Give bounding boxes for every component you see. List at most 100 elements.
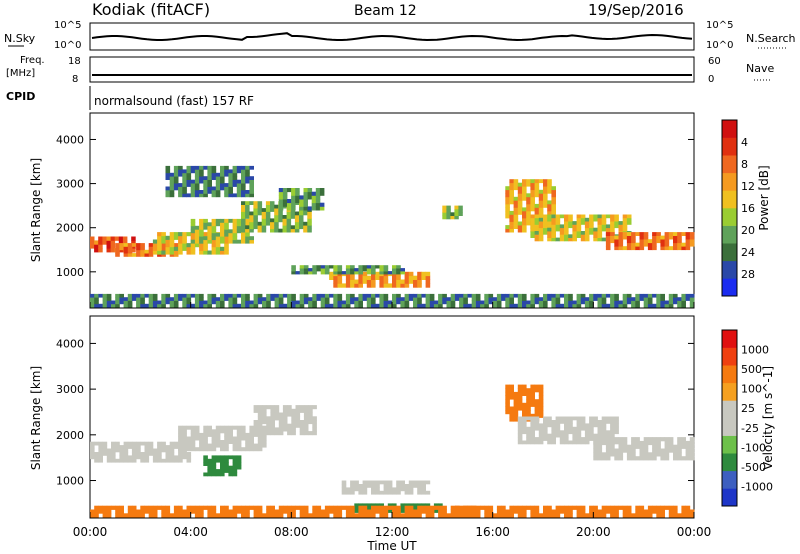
- echo-cell: [643, 440, 649, 446]
- echo-cell: [194, 169, 200, 174]
- echo-cell: [379, 505, 384, 510]
- echo-cell: [505, 193, 510, 198]
- y-tick-label: 4000: [56, 337, 84, 350]
- echo-cell: [182, 243, 187, 248]
- echo-cell: [90, 293, 95, 298]
- echo-cell: [190, 303, 196, 308]
- echo-cell: [211, 218, 217, 223]
- echo-cell: [610, 232, 615, 236]
- echo-cell: [601, 217, 607, 222]
- echo-cell: [161, 448, 166, 453]
- echo-cell: [387, 490, 393, 495]
- echo-cell: [266, 427, 271, 432]
- echo-cell: [203, 250, 208, 255]
- echo-cell: [559, 214, 565, 219]
- echo-cell: [261, 208, 267, 212]
- echo-cell: [610, 303, 615, 308]
- echo-cell: [299, 211, 304, 216]
- echo-cell: [106, 458, 112, 463]
- echo-cell: [295, 423, 301, 428]
- echo-cell: [652, 505, 657, 510]
- echo-cell: [261, 218, 267, 223]
- echo-cell: [517, 437, 523, 441]
- echo-cell: [517, 384, 523, 389]
- echo-cell: [241, 201, 246, 205]
- echo-cell: [526, 388, 531, 393]
- echo-cell: [224, 193, 229, 198]
- echo-cell: [186, 297, 192, 301]
- echo-cell: [564, 420, 569, 424]
- echo-cell: [228, 190, 233, 194]
- echo-cell: [538, 300, 544, 305]
- echo-cell: [232, 169, 238, 174]
- echo-cell: [538, 423, 544, 428]
- echo-cell: [161, 297, 166, 301]
- echo-cell: [262, 408, 267, 413]
- echo-cell: [215, 232, 221, 237]
- echo-cell: [186, 509, 192, 514]
- echo-cell: [505, 186, 510, 191]
- echo-cell: [576, 505, 582, 510]
- echo-cell: [224, 190, 229, 194]
- echo-cell: [261, 211, 267, 216]
- echo-cell: [152, 458, 158, 463]
- echo-cell: [290, 225, 296, 230]
- colorbar-frame: [721, 329, 738, 507]
- echo-cell: [207, 509, 212, 514]
- echo-cell: [354, 268, 359, 272]
- echo-cell: [362, 509, 368, 514]
- echo-cell: [614, 242, 619, 247]
- echo-cell: [173, 253, 179, 257]
- echo-cell: [417, 509, 422, 514]
- echo-cell: [614, 456, 619, 461]
- echo-cell: [614, 235, 619, 240]
- echo-cell: [538, 297, 544, 301]
- echo-cell: [140, 246, 145, 251]
- echo-cell: [668, 509, 674, 514]
- echo-cell: [366, 293, 372, 298]
- echo-cell: [118, 248, 124, 253]
- echo-cell: [106, 236, 111, 241]
- echo-cell: [257, 208, 263, 212]
- echo-cell: [320, 297, 326, 301]
- echo-cell: [211, 462, 217, 466]
- echo-cell: [547, 203, 552, 208]
- echo-cell: [274, 408, 280, 413]
- echo-cell: [593, 433, 598, 438]
- echo-cell: [639, 456, 645, 461]
- echo-cell: [639, 293, 645, 298]
- echo-cell: [220, 447, 225, 452]
- echo-cell: [299, 293, 305, 298]
- echo-cell: [668, 293, 674, 298]
- echo-cell: [442, 297, 447, 301]
- echo-cell: [589, 231, 594, 235]
- echo-cell: [228, 440, 233, 444]
- echo-cell: [559, 433, 565, 438]
- echo-cell: [178, 509, 183, 514]
- echo-cell: [673, 246, 678, 251]
- echo-cell: [173, 179, 179, 184]
- echo-cell: [140, 303, 145, 308]
- echo-cell: [312, 297, 317, 301]
- echo-cell: [303, 191, 308, 196]
- echo-cell: [530, 300, 535, 305]
- echo-cell: [379, 283, 384, 288]
- echo-cell: [194, 229, 200, 234]
- echo-cell: [199, 222, 204, 227]
- echo-cell: [501, 505, 506, 510]
- echo-cell: [375, 509, 380, 514]
- echo-cell: [425, 297, 431, 301]
- echo-cell: [291, 513, 296, 518]
- echo-cell: [543, 433, 548, 438]
- echo-cell: [157, 445, 162, 449]
- echo-cell: [454, 513, 460, 518]
- echo-cell: [350, 509, 355, 514]
- echo-cell: [286, 211, 292, 216]
- echo-cell: [530, 413, 535, 418]
- velocity-colorbar-label: Velocity [m s^-1]: [761, 366, 775, 470]
- echo-cell: [182, 300, 187, 305]
- echo-cell: [597, 224, 603, 229]
- echo-cell: [568, 300, 573, 305]
- echo-cell: [169, 297, 175, 301]
- colorbar-tick-label: 100: [741, 383, 762, 396]
